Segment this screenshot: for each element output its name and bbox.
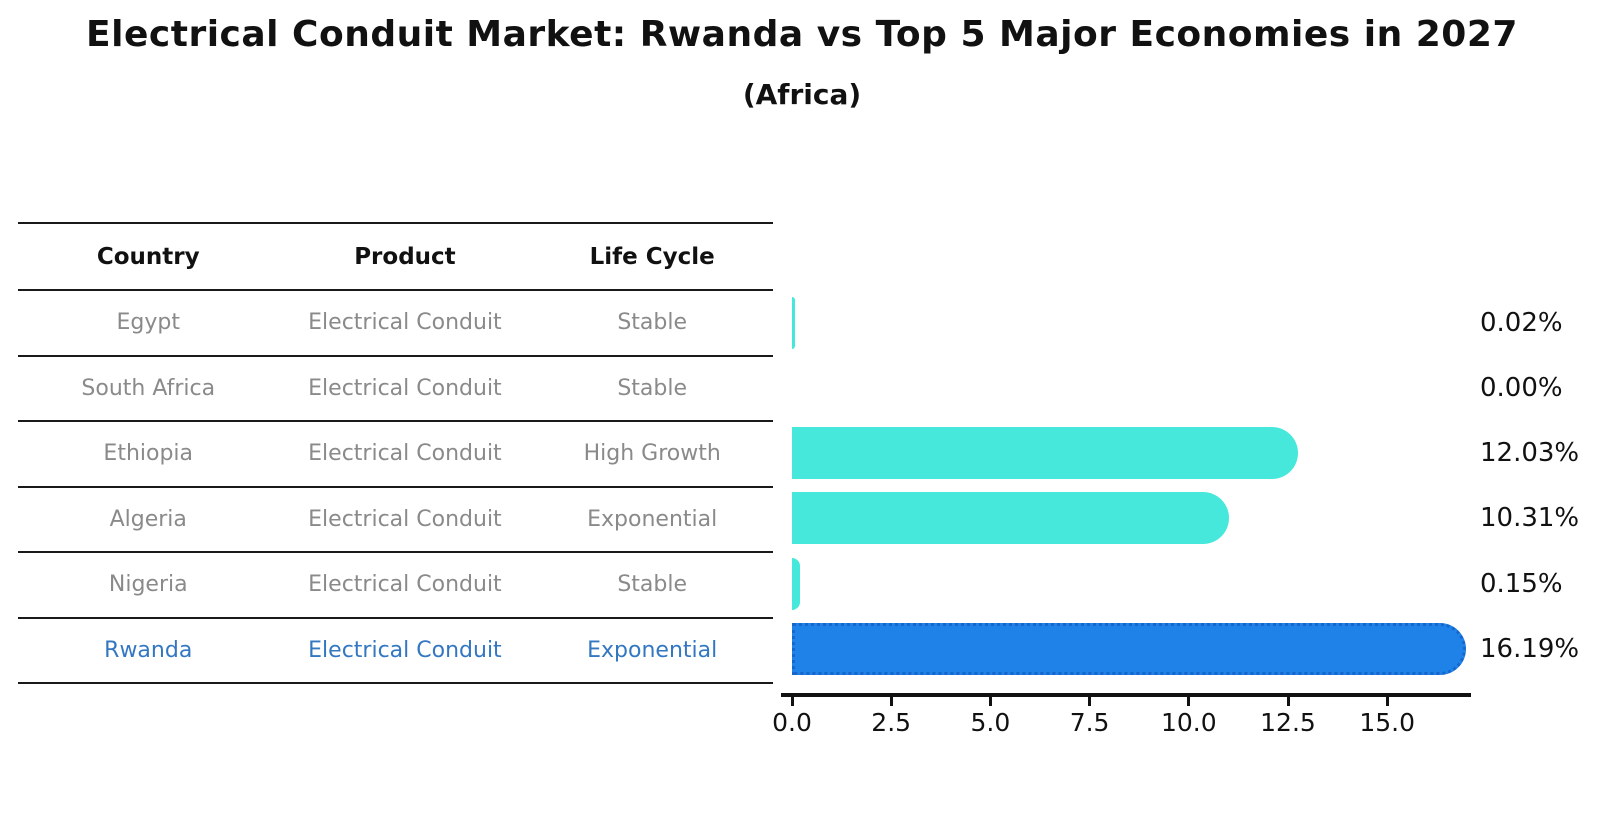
x-axis-tick-label: 15.0 xyxy=(1359,708,1416,737)
value-label: 0.15% xyxy=(1480,568,1563,599)
x-axis-tick-label: 10.0 xyxy=(1160,708,1217,737)
bar-rwanda xyxy=(792,623,1467,675)
chart-title: Electrical Conduit Market: Rwanda vs Top… xyxy=(86,14,1518,55)
cell-lifecycle: Stable xyxy=(531,355,773,422)
table-row: Rwanda Electrical Conduit Exponential xyxy=(18,617,773,684)
x-axis-tick-label: 5.0 xyxy=(970,708,1011,737)
cell-country: South Africa xyxy=(18,355,279,422)
cell-country: Rwanda xyxy=(18,617,279,684)
column-header-country: Country xyxy=(18,222,279,291)
cell-product: Electrical Conduit xyxy=(278,290,532,357)
bar-egypt xyxy=(792,296,795,349)
column-header-product: Product xyxy=(278,222,532,291)
cell-lifecycle: Exponential xyxy=(531,617,773,684)
x-axis-tick-label: 0.0 xyxy=(772,708,812,737)
cell-product: Electrical Conduit xyxy=(278,421,532,488)
table-row: Nigeria Electrical Conduit Stable xyxy=(18,552,773,619)
x-axis-tick xyxy=(988,697,992,706)
table-row: South Africa Electrical Conduit Stable xyxy=(18,355,773,422)
cell-product: Electrical Conduit xyxy=(278,486,532,553)
country-info-table: Country Product Life Cycle Egypt Electri… xyxy=(18,222,773,684)
cell-product: Electrical Conduit xyxy=(278,355,532,422)
x-axis-line xyxy=(781,693,1471,697)
cell-lifecycle: High Growth xyxy=(531,421,773,488)
cell-lifecycle: Exponential xyxy=(531,486,773,553)
value-label: 12.03% xyxy=(1480,438,1580,469)
x-axis-tick xyxy=(1385,697,1389,706)
x-axis-tick xyxy=(889,697,893,706)
cell-country: Ethiopia xyxy=(18,421,279,488)
x-axis-tick-label: 7.5 xyxy=(1069,708,1110,737)
cell-product: Electrical Conduit xyxy=(278,617,532,684)
column-header-lifecycle: Life Cycle xyxy=(531,222,773,291)
table-row: Ethiopia Electrical Conduit High Growth xyxy=(18,421,773,488)
bar-ethiopia xyxy=(792,427,1298,480)
table-row: Algeria Electrical Conduit Exponential xyxy=(18,486,773,553)
bar-algeria xyxy=(792,492,1229,545)
cell-lifecycle: Stable xyxy=(531,290,773,357)
cell-product: Electrical Conduit xyxy=(278,552,532,619)
cell-country: Algeria xyxy=(18,486,279,553)
table-row: Egypt Electrical Conduit Stable xyxy=(18,290,773,357)
value-label: 10.31% xyxy=(1480,503,1580,534)
cell-lifecycle: Stable xyxy=(531,552,773,619)
x-axis-tick xyxy=(1187,697,1191,706)
x-axis-tick xyxy=(790,697,794,706)
value-label: 0.00% xyxy=(1480,372,1563,403)
cell-country: Nigeria xyxy=(18,552,279,619)
value-label: 16.19% xyxy=(1480,634,1580,664)
x-axis-tick-label: 2.5 xyxy=(871,708,912,737)
value-label: 0.02% xyxy=(1480,307,1563,338)
x-axis-tick xyxy=(1088,697,1092,706)
bar-nigeria xyxy=(792,557,801,610)
x-axis-tick xyxy=(1286,697,1290,706)
x-axis-tick-label: 12.5 xyxy=(1260,708,1316,737)
chart-subtitle: (Africa) xyxy=(742,78,862,111)
table-header-row: Country Product Life Cycle xyxy=(18,222,773,291)
cell-country: Egypt xyxy=(18,290,279,357)
